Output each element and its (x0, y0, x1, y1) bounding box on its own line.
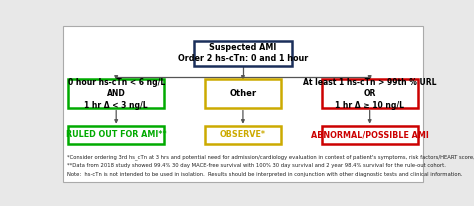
FancyBboxPatch shape (205, 126, 281, 144)
Text: Note:  hs-cTn is not intended to be used in isolation.  Results should be interp: Note: hs-cTn is not intended to be used … (66, 172, 462, 177)
Text: Suspected AMI
Order 2 hs-cTn: 0 and 1 hour: Suspected AMI Order 2 hs-cTn: 0 and 1 ho… (178, 43, 308, 63)
FancyBboxPatch shape (63, 26, 423, 182)
Text: 0 hour hs-cTn < 6 ng/L
AND
1 hr Δ < 3 ng/L: 0 hour hs-cTn < 6 ng/L AND 1 hr Δ < 3 ng… (68, 78, 165, 110)
Text: *Consider ordering 3rd hs_cTn at 3 hrs and potential need for admission/cardiolo: *Consider ordering 3rd hs_cTn at 3 hrs a… (66, 154, 474, 160)
FancyBboxPatch shape (194, 41, 292, 66)
FancyBboxPatch shape (322, 126, 418, 144)
Text: RULED OUT FOR AMI**: RULED OUT FOR AMI** (66, 130, 166, 139)
FancyBboxPatch shape (205, 79, 281, 108)
FancyBboxPatch shape (322, 79, 418, 108)
FancyBboxPatch shape (68, 79, 164, 108)
Text: **Data from 2018 study showed 99.4% 30 day MACE-free survival with 100% 30 day s: **Data from 2018 study showed 99.4% 30 d… (66, 163, 446, 168)
Text: Other: Other (229, 89, 256, 98)
Text: At least 1 hs-cTn > 99th % URL
OR
1 hr Δ ≥ 10 ng/L: At least 1 hs-cTn > 99th % URL OR 1 hr Δ… (303, 78, 437, 110)
FancyBboxPatch shape (68, 126, 164, 144)
Text: OBSERVE*: OBSERVE* (220, 130, 266, 139)
Text: ABNORMAL/POSSIBLE AMI: ABNORMAL/POSSIBLE AMI (311, 130, 428, 139)
